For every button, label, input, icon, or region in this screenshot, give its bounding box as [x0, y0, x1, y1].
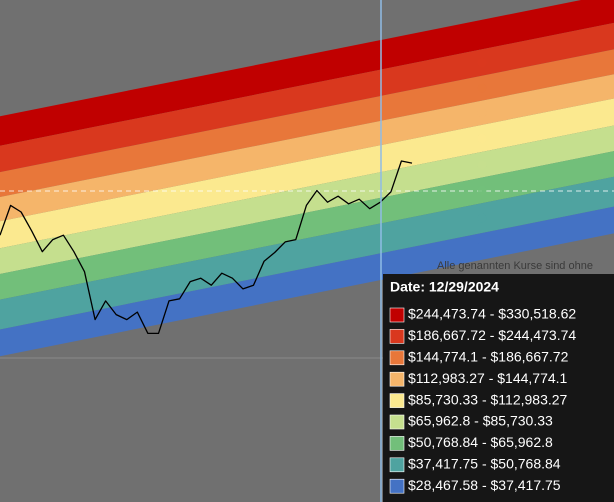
legend-label: $186,667.72 - $244,473.74 — [408, 327, 576, 343]
legend-label: $244,473.74 - $330,518.62 — [408, 306, 576, 322]
tooltip-box — [383, 274, 614, 502]
tooltip-title: Date: 12/29/2024 — [390, 279, 499, 295]
band-dot — [477, 213, 487, 223]
band-dot — [477, 241, 487, 251]
legend-swatch — [389, 478, 405, 494]
band-dot — [477, 133, 487, 143]
legend-label: $37,417.75 - $50,768.84 — [408, 456, 561, 472]
rainbow-band — [0, 206, 614, 357]
rainbow-band — [0, 22, 614, 173]
legend-label: $112,983.27 - $144,774.1 — [408, 370, 568, 386]
legend-swatch — [389, 393, 405, 408]
rainbow-band — [0, 151, 614, 300]
legend-label: $65,962.8 - $85,730.33 — [408, 413, 553, 429]
band-dot — [477, 58, 487, 68]
band-dot — [477, 108, 487, 118]
rainbow-band — [0, 98, 614, 249]
band-dot — [477, 30, 487, 40]
legend-label: $28,467.58 - $37,417.75 — [408, 477, 561, 493]
legend-swatch — [389, 307, 405, 323]
rainbow-band — [0, 49, 614, 198]
legend-label: $144,774.1 - $186,667.72 — [408, 349, 569, 365]
legend-swatch — [389, 350, 405, 366]
rainbow-band — [0, 176, 614, 330]
band-dot — [477, 83, 487, 93]
legend-swatch — [389, 414, 405, 430]
footnote: Alle genannten Kurse sind ohne — [437, 260, 593, 272]
legend-swatch — [389, 457, 405, 473]
legend-swatch — [389, 371, 405, 387]
rainbow-band — [0, 125, 614, 274]
rainbow-band — [0, 0, 614, 146]
price-line — [0, 160, 413, 335]
band-dot — [477, 160, 487, 170]
legend-swatch — [389, 436, 405, 451]
rainbow-band — [0, 74, 614, 222]
legend-label: $85,730.33 - $112,983.27 — [408, 391, 568, 407]
band-dot — [477, 185, 487, 195]
legend-label: $50,768.84 - $65,962.8 — [408, 434, 553, 450]
legend-swatch — [389, 329, 405, 344]
